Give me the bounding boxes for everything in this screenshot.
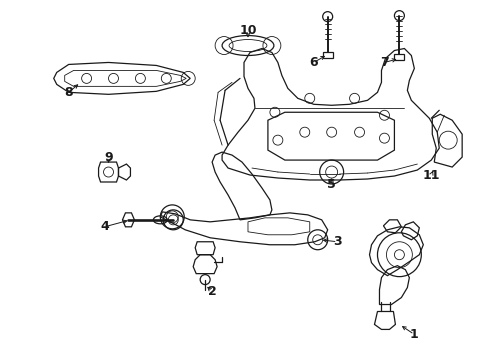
Text: 4: 4 <box>100 220 109 233</box>
Text: 3: 3 <box>333 235 341 248</box>
Text: 2: 2 <box>207 285 216 298</box>
Text: 5: 5 <box>326 179 335 192</box>
Text: 6: 6 <box>309 56 317 69</box>
Text: 9: 9 <box>104 150 113 163</box>
Text: 7: 7 <box>379 56 388 69</box>
Text: 1: 1 <box>409 328 418 341</box>
Text: 8: 8 <box>64 86 73 99</box>
Text: 10: 10 <box>239 24 256 37</box>
Text: 11: 11 <box>422 168 439 181</box>
